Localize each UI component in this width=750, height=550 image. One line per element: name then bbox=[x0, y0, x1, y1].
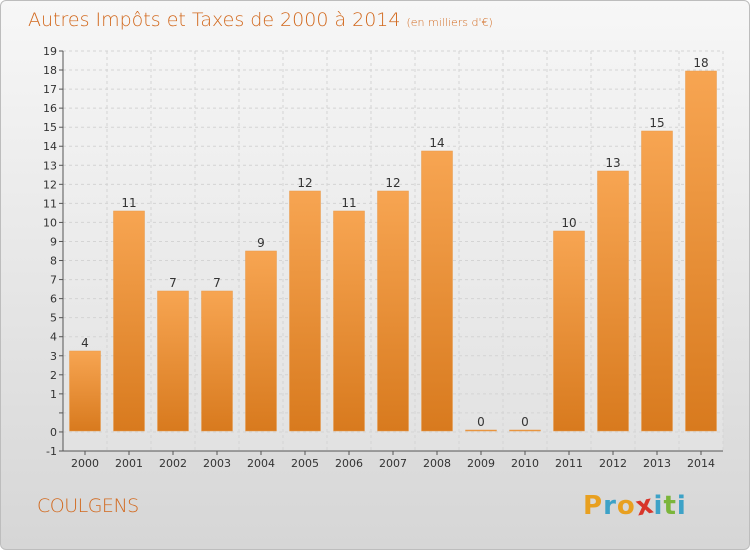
bar bbox=[245, 250, 277, 432]
logo-letter: P bbox=[583, 491, 604, 521]
x-tick-label: 2000 bbox=[71, 457, 99, 470]
bar bbox=[333, 210, 365, 432]
y-tick-label: 4 bbox=[50, 331, 57, 344]
bar bbox=[201, 290, 233, 432]
bar bbox=[289, 190, 321, 432]
proxiti-logo: Proxiti bbox=[583, 489, 687, 522]
y-tick-label: 13 bbox=[43, 159, 57, 172]
bar bbox=[553, 230, 585, 432]
bar bbox=[113, 210, 145, 432]
bar bbox=[641, 130, 673, 432]
y-tick-label: 1 bbox=[50, 388, 57, 401]
data-label: 0 bbox=[521, 415, 529, 429]
chart-title-text: Autres Impôts et Taxes de 2000 à 2014 bbox=[28, 9, 401, 31]
x-tick-label: 2012 bbox=[599, 457, 627, 470]
y-tick-label: 11 bbox=[43, 197, 57, 210]
logo-letter: r bbox=[603, 491, 617, 521]
data-label: 7 bbox=[213, 276, 221, 290]
data-label: 18 bbox=[693, 56, 708, 70]
bar bbox=[69, 350, 101, 432]
bar bbox=[597, 170, 629, 432]
data-label: 0 bbox=[477, 415, 485, 429]
bar bbox=[377, 190, 409, 432]
x-tick-label: 2010 bbox=[511, 457, 539, 470]
chart-title: Autres Impôts et Taxes de 2000 à 2014 (en… bbox=[28, 9, 493, 31]
y-tick-label: 12 bbox=[43, 178, 57, 191]
x-tick-label: 2006 bbox=[335, 457, 363, 470]
y-tick-label: 5 bbox=[50, 312, 57, 325]
logo-letter: i bbox=[676, 491, 687, 521]
data-label: 12 bbox=[385, 176, 400, 190]
bar bbox=[421, 150, 453, 432]
data-label: 10 bbox=[561, 216, 576, 230]
y-tick-label: 9 bbox=[50, 235, 57, 248]
x-tick-label: 2005 bbox=[291, 457, 319, 470]
chart-unit: (en milliers d'€) bbox=[406, 16, 493, 29]
data-label: 12 bbox=[297, 176, 312, 190]
y-tick-label: 7 bbox=[50, 274, 57, 287]
data-label: 11 bbox=[121, 196, 136, 210]
data-label: 11 bbox=[341, 196, 356, 210]
y-tick-label: 10 bbox=[43, 216, 57, 229]
y-tick-label: 14 bbox=[43, 140, 57, 153]
data-label: 13 bbox=[605, 156, 620, 170]
y-tick-label: 2 bbox=[50, 369, 57, 382]
logo-letter: i bbox=[653, 491, 664, 521]
x-tick-label: 2008 bbox=[423, 457, 451, 470]
y-tick-label: 8 bbox=[50, 255, 57, 268]
y-tick-label: 15 bbox=[43, 121, 57, 134]
x-tick-label: 2003 bbox=[203, 457, 231, 470]
x-tick-label: 2004 bbox=[247, 457, 275, 470]
y-tick-label: 19 bbox=[43, 45, 57, 58]
bar bbox=[157, 290, 189, 432]
logo-letter: t bbox=[663, 491, 677, 521]
x-tick-label: 2009 bbox=[467, 457, 495, 470]
y-tick-label: 6 bbox=[50, 293, 57, 306]
y-tick-label: 17 bbox=[43, 83, 57, 96]
bar bbox=[685, 70, 717, 432]
data-label: 15 bbox=[649, 116, 664, 130]
data-label: 4 bbox=[81, 336, 89, 350]
x-tick-label: 2014 bbox=[687, 457, 715, 470]
bar bbox=[509, 429, 541, 432]
data-label: 9 bbox=[257, 236, 265, 250]
y-tick-label: 0 bbox=[50, 426, 57, 439]
x-tick-label: 2002 bbox=[159, 457, 187, 470]
data-label: 7 bbox=[169, 276, 177, 290]
x-tick-label: 2011 bbox=[555, 457, 583, 470]
logo-letter: o bbox=[616, 491, 636, 521]
y-tick-label: 16 bbox=[43, 102, 57, 115]
x-tick-label: 2007 bbox=[379, 457, 407, 470]
bar bbox=[465, 429, 497, 432]
data-label: 14 bbox=[429, 136, 444, 150]
x-tick-label: 2001 bbox=[115, 457, 143, 470]
y-tick-label: 18 bbox=[43, 64, 57, 77]
commune-name: COULGENS bbox=[37, 495, 139, 517]
y-tick-label: -1 bbox=[46, 445, 57, 458]
y-tick-label: 3 bbox=[50, 350, 57, 363]
x-tick-label: 2013 bbox=[643, 457, 671, 470]
